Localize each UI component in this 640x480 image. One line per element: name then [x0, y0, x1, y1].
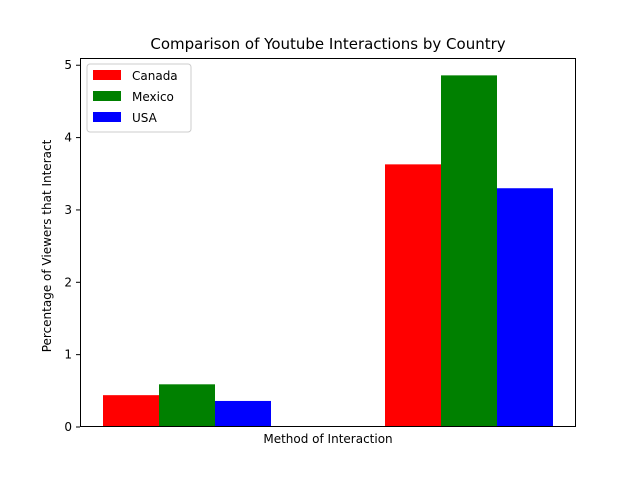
legend: Canada Mexico USA: [86, 63, 192, 133]
legend-swatch-mexico: [93, 91, 121, 101]
y-tick-label: 2: [64, 275, 72, 289]
bar-usa-2: [497, 188, 553, 427]
bars-group: [103, 75, 553, 427]
legend-label-mexico: Mexico: [132, 90, 174, 104]
y-tick-label: 3: [64, 203, 72, 217]
legend-swatch-canada: [93, 70, 121, 80]
plot-frame: [80, 58, 576, 427]
y-tick-label: 1: [64, 348, 72, 362]
bar-usa-1: [215, 400, 271, 427]
x-axis-label: Method of Interaction: [263, 432, 392, 446]
y-axis-label: Percentage of Viewers that Interact: [40, 139, 54, 352]
bar-mexico-1: [159, 384, 215, 427]
y-tick-label: 4: [64, 131, 72, 145]
bar-canada-2: [385, 164, 441, 427]
y-axis-ticks: 0 1 2 3 4 5: [64, 58, 80, 434]
y-tick-label: 0: [64, 420, 72, 434]
legend-label-usa: USA: [132, 111, 158, 125]
y-tick-label: 5: [64, 58, 72, 72]
legend-label-canada: Canada: [132, 69, 178, 83]
legend-swatch-usa: [93, 112, 121, 122]
bar-mexico-2: [441, 75, 497, 427]
bar-canada-1: [103, 395, 159, 427]
chart-title: Comparison of Youtube Interactions by Co…: [150, 35, 505, 53]
